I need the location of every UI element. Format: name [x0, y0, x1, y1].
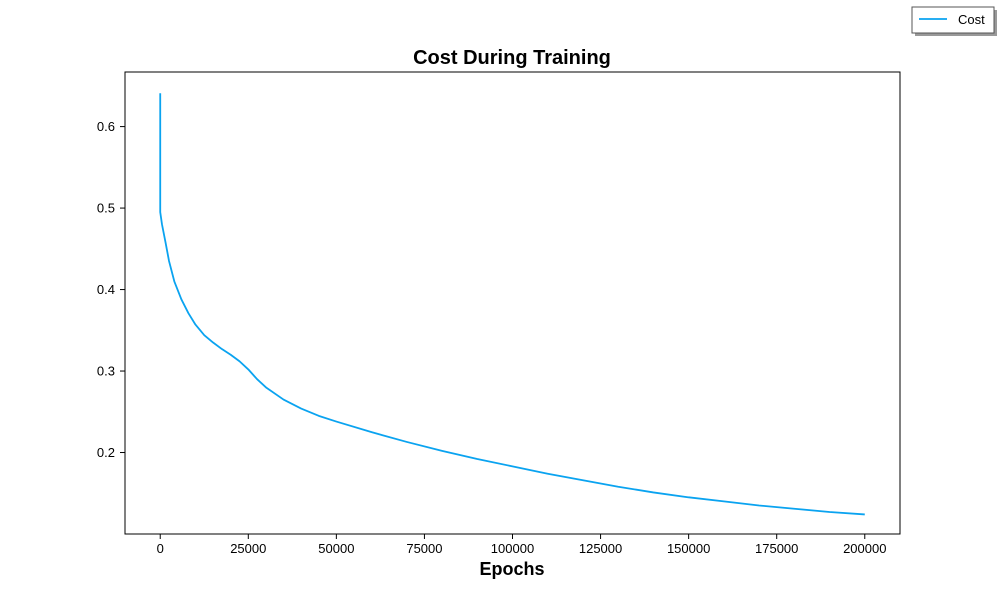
x-tick-label: 50000: [318, 541, 354, 556]
x-tick-label: 100000: [491, 541, 534, 556]
y-tick-label: 0.2: [97, 445, 115, 460]
x-tick-label: 175000: [755, 541, 798, 556]
x-tick-label: 0: [157, 541, 164, 556]
y-tick-label: 0.4: [97, 282, 115, 297]
x-tick-label: 200000: [843, 541, 886, 556]
x-axis-label: Epochs: [479, 559, 544, 579]
x-tick-label: 125000: [579, 541, 622, 556]
series-line-cost: [159, 93, 865, 516]
legend-box: [911, 6, 995, 34]
legend-label-cost: Cost: [958, 12, 985, 27]
y-axis-ticks: 0.2 0.3 0.4 0.5 0.6: [97, 119, 125, 460]
y-tick-label: 0.6: [97, 119, 115, 134]
y-tick-label: 0.5: [97, 201, 115, 216]
x-tick-label: 150000: [667, 541, 710, 556]
y-tick-label: 0.3: [97, 364, 115, 379]
x-tick-label: 25000: [230, 541, 266, 556]
x-tick-label: 75000: [406, 541, 442, 556]
chart-title: Cost During Training: [413, 47, 611, 69]
legend: Cost: [911, 6, 997, 36]
x-axis-ticks: 0 25000 50000 75000 100000 125000 150000 175000…: [157, 534, 886, 556]
